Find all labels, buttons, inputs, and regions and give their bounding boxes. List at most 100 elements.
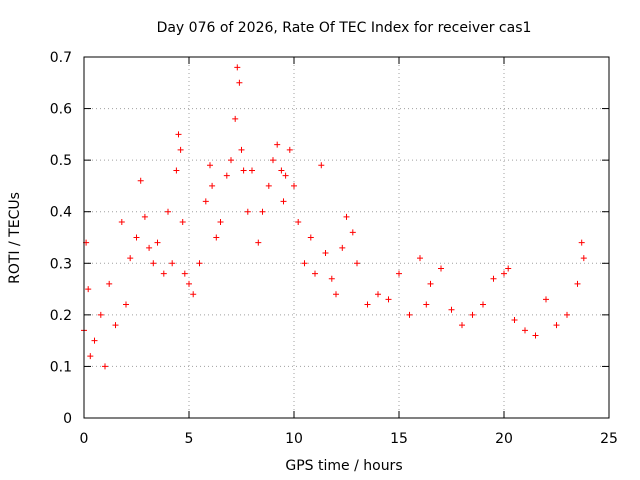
data-point — [165, 208, 171, 215]
data-point — [106, 280, 113, 287]
data-point — [532, 332, 539, 339]
data-point — [438, 265, 444, 272]
data-point — [141, 213, 148, 220]
data-marks — [81, 64, 587, 370]
data-point — [85, 286, 92, 293]
data-point — [286, 146, 293, 153]
data-point — [417, 255, 423, 262]
data-point — [270, 157, 276, 164]
data-point — [150, 260, 157, 267]
data-point — [564, 311, 570, 318]
data-point — [312, 270, 318, 277]
data-point — [501, 270, 507, 277]
x-tick-label: 25 — [600, 431, 618, 447]
data-point — [295, 219, 302, 226]
data-point — [364, 301, 371, 308]
data-point — [396, 270, 402, 277]
data-point — [123, 301, 129, 308]
data-point — [173, 167, 180, 174]
axis-ticks: 0 0.1 0.2 0.3 0.4 0.5 0.6 0.7 0 5 10 15 20 25 — [50, 50, 618, 447]
x-tick-label: 15 — [390, 431, 408, 447]
data-point — [307, 234, 314, 241]
data-point — [244, 208, 251, 215]
data-point — [278, 167, 285, 174]
data-point — [186, 280, 192, 287]
data-point — [238, 146, 245, 153]
data-point — [427, 280, 434, 287]
y-tick-label: 0.1 — [50, 359, 72, 375]
y-tick-label: 0.2 — [50, 308, 72, 324]
data-point — [207, 162, 213, 169]
data-point — [137, 177, 144, 184]
data-point — [259, 208, 266, 215]
data-point — [234, 64, 241, 71]
x-tick-label: 20 — [495, 431, 513, 447]
y-tick-label: 0.5 — [50, 153, 72, 169]
data-point — [181, 270, 188, 277]
data-point — [328, 275, 335, 282]
data-point — [177, 146, 184, 153]
data-point — [236, 79, 243, 86]
data-point — [574, 280, 581, 287]
data-point — [91, 337, 98, 344]
data-point — [318, 162, 325, 169]
x-axis-title: GPS time / hours — [285, 458, 402, 474]
data-point — [118, 219, 125, 226]
data-point — [349, 229, 356, 236]
data-point — [265, 182, 272, 189]
data-point — [154, 239, 161, 246]
data-point — [87, 353, 94, 360]
y-tick-label: 0.6 — [50, 102, 72, 118]
data-point — [190, 291, 197, 298]
data-point — [102, 363, 108, 370]
data-point — [543, 296, 549, 303]
data-point — [169, 260, 176, 267]
data-point — [146, 244, 153, 251]
data-point — [175, 131, 182, 138]
data-point — [578, 239, 585, 246]
data-point — [112, 322, 119, 329]
data-point — [217, 219, 224, 226]
y-tick-label: 0.3 — [50, 256, 72, 272]
plot-frame — [83, 56, 610, 419]
data-point — [255, 239, 262, 246]
data-point — [228, 157, 234, 164]
data-point — [240, 167, 247, 174]
data-point — [274, 141, 281, 148]
x-tick-label: 10 — [285, 431, 303, 447]
data-point — [160, 270, 167, 277]
data-point — [127, 255, 134, 262]
data-point — [448, 306, 455, 313]
data-point — [291, 182, 297, 189]
data-point — [179, 219, 186, 226]
data-point — [322, 249, 329, 256]
data-point — [209, 182, 216, 189]
data-point — [213, 234, 220, 241]
data-point — [406, 311, 413, 318]
data-point — [423, 301, 430, 308]
data-point — [459, 322, 465, 329]
y-axis-title: ROTI / TECUs — [7, 192, 23, 284]
data-point — [511, 317, 518, 324]
x-tick-label: 0 — [80, 431, 89, 447]
y-tick-label: 0 — [63, 411, 72, 427]
y-tick-label: 0.7 — [50, 50, 72, 66]
data-point — [202, 198, 209, 205]
data-point — [249, 167, 255, 174]
data-point — [580, 255, 587, 262]
data-point — [480, 301, 486, 308]
data-point — [343, 213, 350, 220]
data-point — [522, 327, 528, 334]
data-point — [339, 244, 346, 251]
y-tick-label: 0.4 — [50, 205, 72, 221]
data-point — [490, 275, 497, 282]
data-point — [232, 115, 239, 122]
data-point — [196, 260, 203, 267]
data-point — [375, 291, 381, 298]
grid — [84, 57, 609, 418]
data-point — [280, 198, 287, 205]
data-point — [385, 296, 392, 303]
data-point — [505, 265, 512, 272]
data-point — [97, 311, 104, 318]
